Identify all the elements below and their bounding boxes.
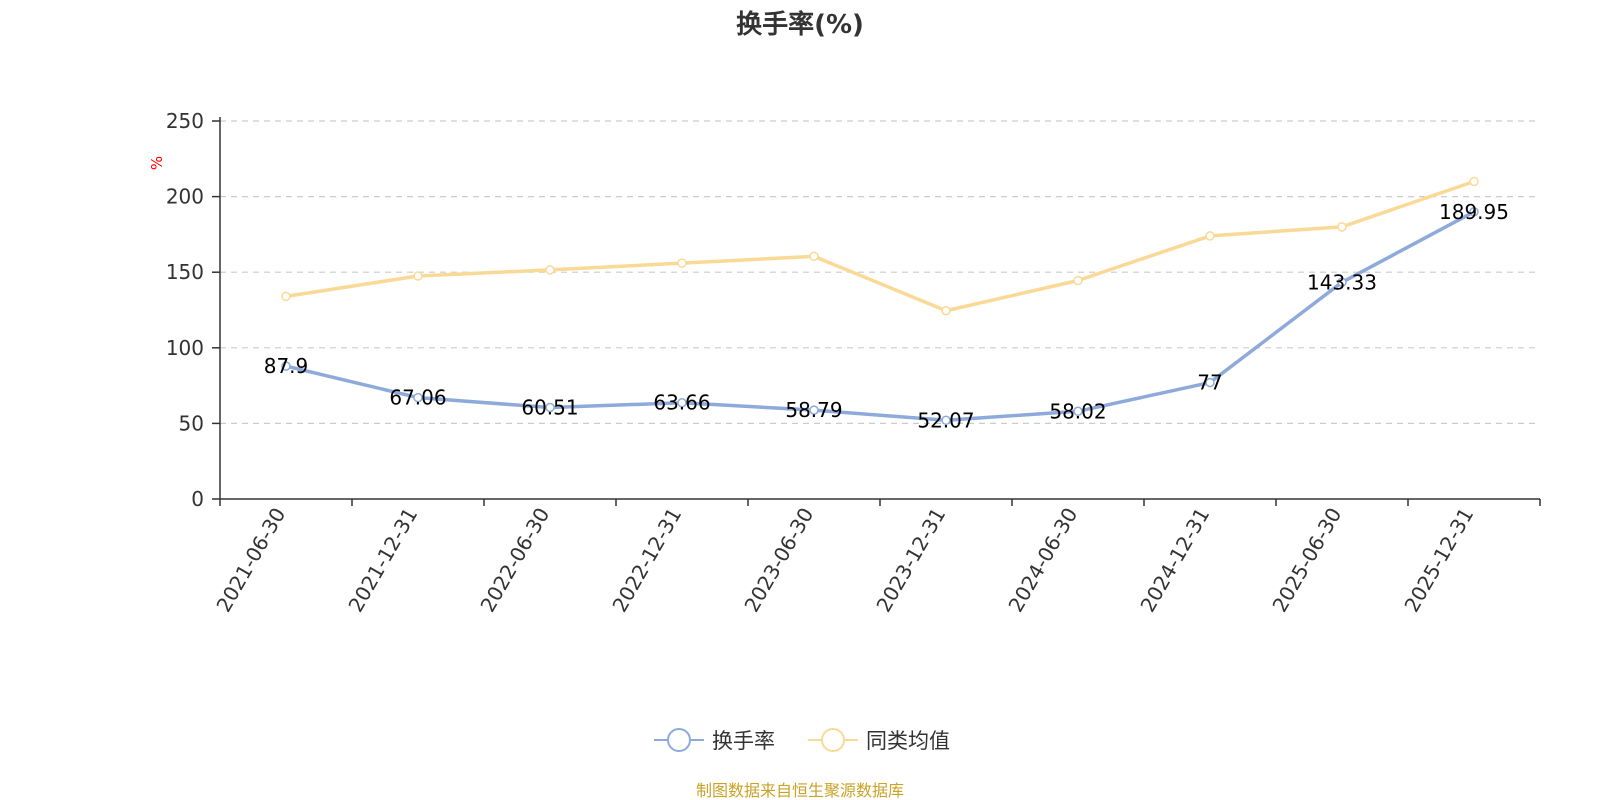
data-point: [809, 405, 819, 415]
x-tick-label: 2024-06-30: [1003, 504, 1082, 617]
y-tick-label: 50: [179, 411, 204, 435]
y-tick-label: 150: [166, 260, 204, 284]
data-point: [1205, 377, 1215, 388]
series-line-1: [284, 179, 1476, 313]
chart-title: 换手率(%): [736, 9, 864, 40]
series-group: [281, 176, 1479, 426]
axes: [219, 117, 1540, 500]
data-label: 58.79: [785, 398, 842, 422]
legend-marker-icon: [821, 728, 845, 752]
x-axis-ticks: 2021-06-30 2021-12-31 2022-06-30 2022-12-31…: [211, 499, 1541, 617]
legend-item-1[interactable]: 同类均值: [808, 728, 950, 753]
data-label: 77: [1197, 371, 1222, 395]
x-tick-label: 2021-12-31: [343, 504, 422, 617]
source-note: 制图数据来自恒生聚源数据库: [696, 781, 904, 800]
data-point: [281, 361, 291, 371]
data-point: [677, 258, 687, 268]
y-tick-label: 0: [191, 487, 204, 511]
data-point: [1205, 231, 1215, 241]
y-axis-unit-label: %: [148, 156, 166, 170]
data-point: [1073, 275, 1083, 286]
grid-lines: [220, 120, 1540, 424]
data-label: 143.33: [1307, 270, 1377, 294]
legend-label: 同类均值: [866, 729, 950, 753]
data-labels: 87.9 67.06 60.51 63.66 58.79 52.07 58.02 77 143.…: [264, 200, 1509, 432]
data-label: 58.02: [1049, 399, 1106, 423]
legend[interactable]: 换手率 同类均值: [654, 728, 950, 753]
data-point: [941, 306, 951, 316]
data-label: 87.9: [264, 354, 309, 378]
y-tick-label: 100: [166, 336, 204, 360]
data-point: [413, 392, 423, 403]
data-point: [1073, 406, 1083, 417]
data-point: [809, 251, 819, 262]
data-label: 60.51: [521, 396, 578, 420]
data-point: [413, 271, 423, 281]
data-label: 67.06: [389, 386, 446, 410]
data-point: [1469, 207, 1479, 217]
x-tick-label: 2022-06-30: [475, 504, 554, 617]
data-label: 189.95: [1439, 200, 1509, 224]
data-point: [281, 291, 291, 302]
legend-label: 换手率: [712, 729, 775, 753]
series-line-0: [284, 210, 1476, 423]
y-axis-ticks: 0 50 100 150 200 250: [166, 109, 220, 511]
data-point: [545, 402, 555, 413]
legend-marker-icon: [667, 728, 691, 752]
data-point: [1337, 222, 1347, 232]
legend-item-0[interactable]: 换手率: [654, 728, 775, 753]
x-tick-label: 2024-12-31: [1135, 504, 1214, 617]
data-point: [941, 415, 951, 426]
y-tick-label: 200: [166, 185, 204, 209]
x-tick-label: 2021-06-30: [211, 504, 290, 617]
data-point: [1469, 176, 1479, 187]
data-label: 63.66: [653, 391, 710, 415]
data-point: [1337, 277, 1347, 288]
data-point: [677, 397, 687, 408]
data-label: 52.07: [917, 408, 974, 432]
x-tick-label: 2023-06-30: [739, 504, 818, 617]
x-tick-label: 2022-12-31: [607, 504, 686, 617]
y-tick-label: 250: [166, 109, 204, 133]
data-point: [545, 265, 555, 275]
x-tick-label: 2023-12-31: [871, 504, 950, 617]
x-tick-label: 2025-12-31: [1399, 504, 1478, 617]
x-tick-label: 2025-06-30: [1267, 504, 1346, 617]
